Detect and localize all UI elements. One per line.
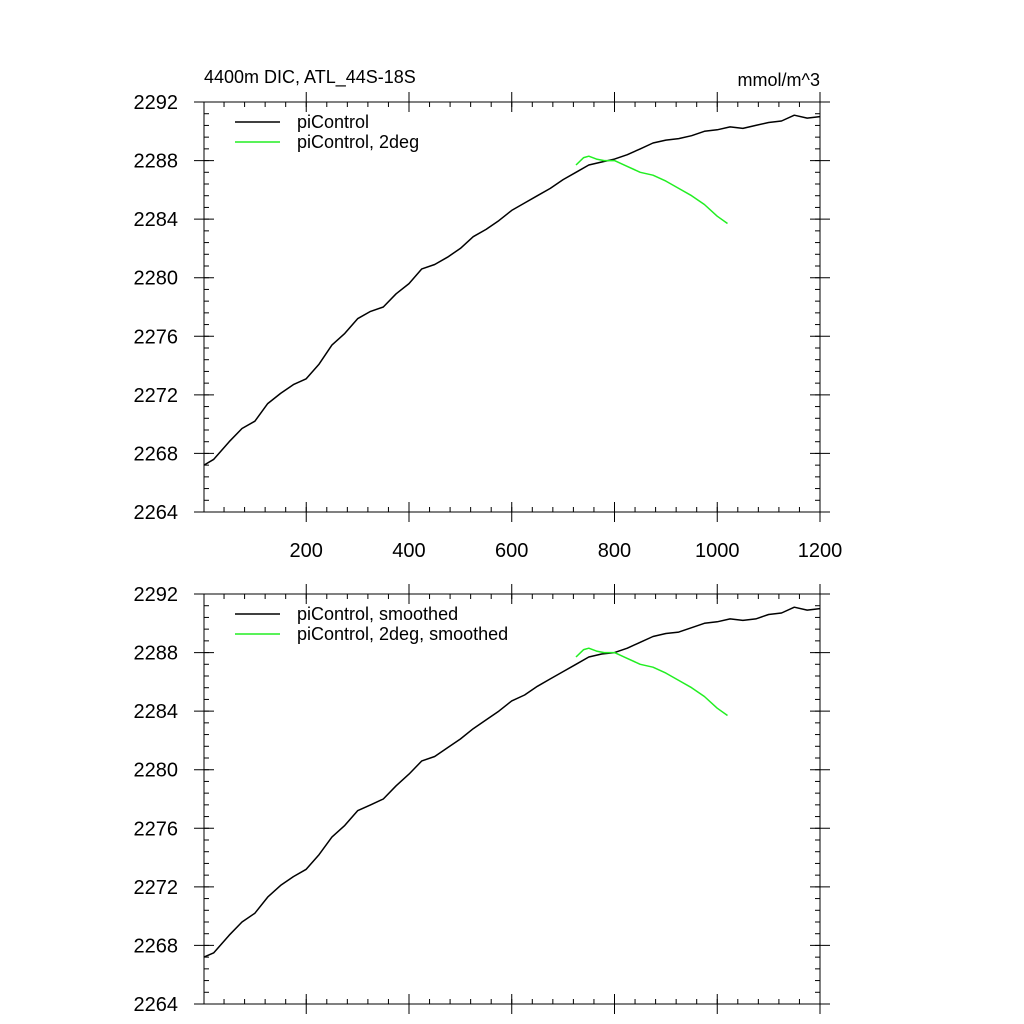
y-tick-label: 2292 <box>134 584 179 606</box>
y-tick-label: 2288 <box>134 643 179 665</box>
y-tick-label: 2284 <box>134 209 179 231</box>
y-tick-label: 2264 <box>134 502 179 524</box>
plot-frame <box>203 101 821 513</box>
plot-frame <box>203 593 821 1005</box>
x-tick-label: 400 <box>392 540 425 562</box>
y-tick-label: 2292 <box>134 92 179 114</box>
x-tick-label: 1200 <box>798 540 843 562</box>
y-tick-label: 2272 <box>134 385 179 407</box>
x-tick-label: 1000 <box>695 540 740 562</box>
y-tick-label: 2268 <box>134 443 179 465</box>
x-tick-label: 200 <box>290 540 323 562</box>
legend-label: piControl, 2deg <box>297 132 419 152</box>
legend-label: piControl, 2deg, smoothed <box>297 624 508 644</box>
y-tick-label: 2268 <box>134 935 179 957</box>
y-tick-label: 2284 <box>134 701 179 723</box>
units-label: mmol/m^3 <box>738 70 820 90</box>
legend-label: piControl, smoothed <box>297 604 458 624</box>
series-line-control <box>203 606 821 958</box>
x-tick-label: 600 <box>495 540 528 562</box>
y-tick-label: 2264 <box>134 994 179 1016</box>
series-line-control <box>203 114 821 466</box>
y-tick-label: 2272 <box>134 877 179 899</box>
legend-label: piControl <box>297 112 369 132</box>
series-line-2deg <box>575 647 728 717</box>
y-tick-label: 2276 <box>134 818 179 840</box>
y-tick-label: 2288 <box>134 151 179 173</box>
y-tick-label: 2280 <box>134 760 179 782</box>
series-line-2deg <box>575 155 728 225</box>
y-tick-label: 2276 <box>134 326 179 348</box>
y-tick-label: 2280 <box>134 268 179 290</box>
chart-title: 4400m DIC, ATL_44S-18S <box>204 67 416 88</box>
bottom-panel: 2264 2268 2272 2276 2280 2284 2288 2292 piContro… <box>134 584 830 1016</box>
top-panel: 2264 2268 2272 2276 2280 2284 2288 2292 200 400 60… <box>134 92 843 562</box>
x-tick-label: 800 <box>598 540 631 562</box>
